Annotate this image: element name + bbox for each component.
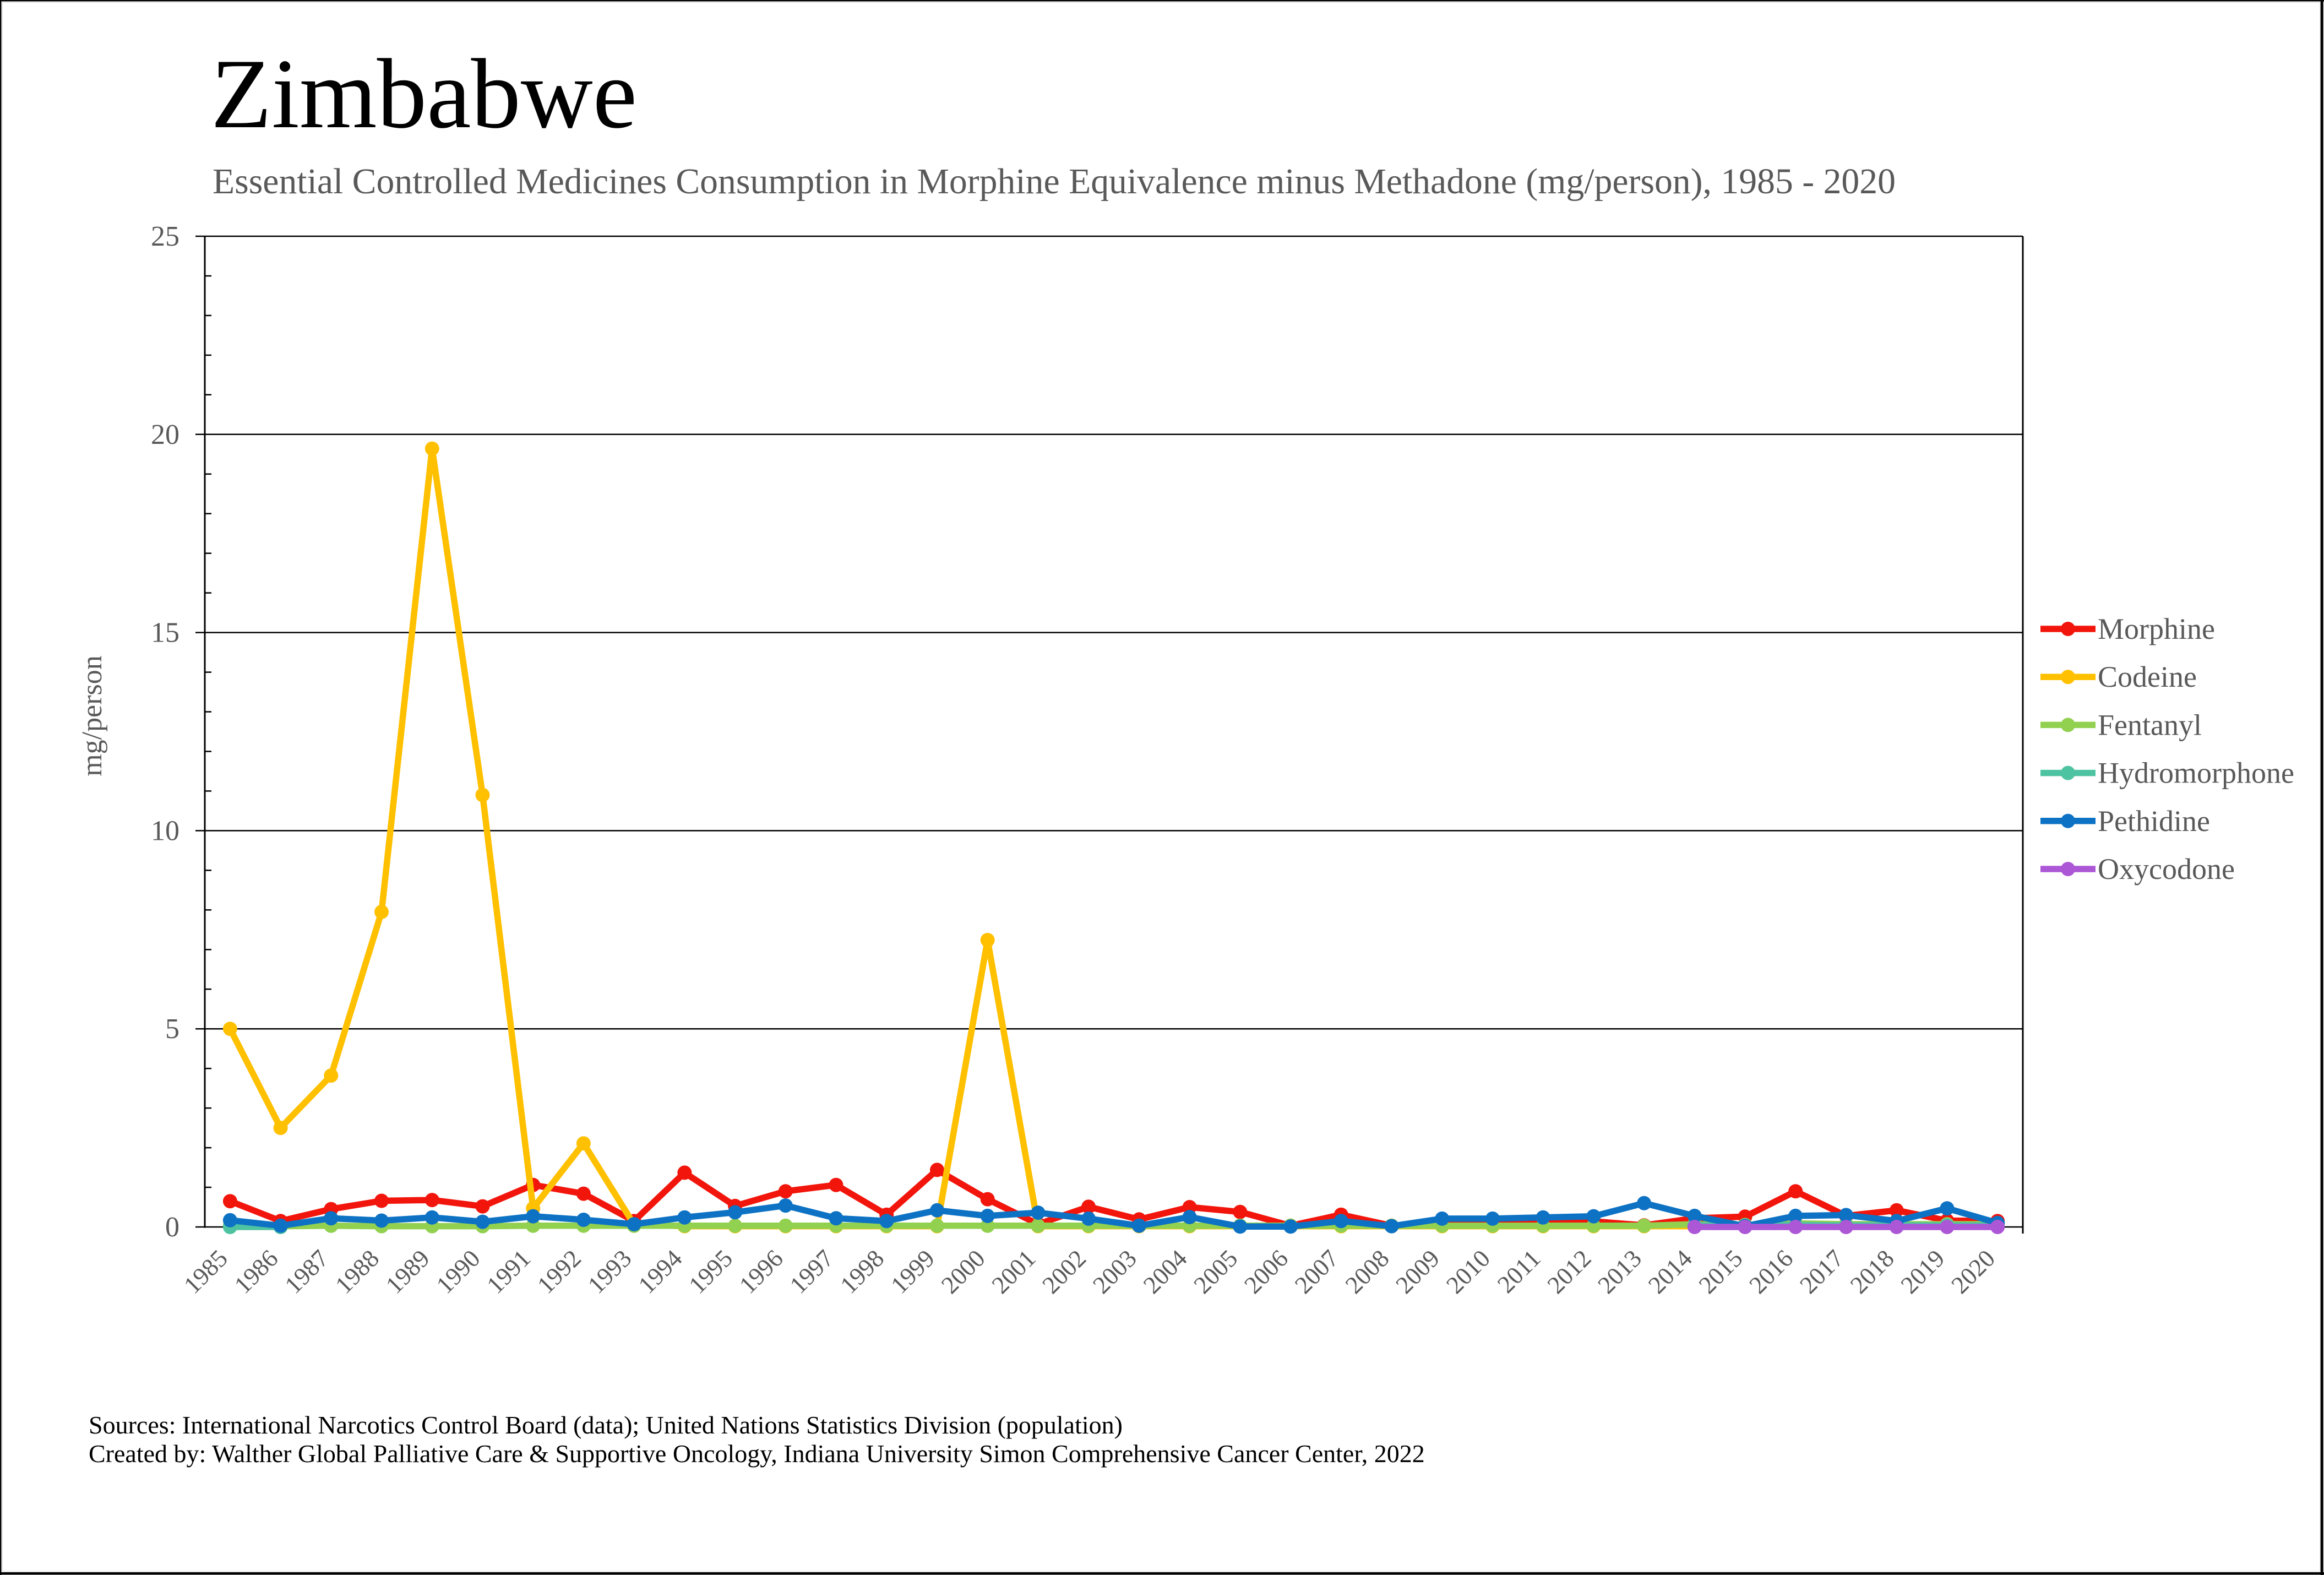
svg-text:Oxycodone: Oxycodone xyxy=(2098,852,2235,886)
svg-text:mg/person: mg/person xyxy=(77,655,108,776)
svg-text:Hydromorphone: Hydromorphone xyxy=(2098,757,2294,790)
svg-text:15: 15 xyxy=(151,617,179,649)
svg-text:0: 0 xyxy=(165,1212,179,1243)
svg-text:Morphine: Morphine xyxy=(2098,612,2215,645)
svg-text:Codeine: Codeine xyxy=(2098,660,2197,693)
svg-text:5: 5 xyxy=(165,1013,179,1045)
svg-text:10: 10 xyxy=(151,815,179,846)
svg-text:Essential Controlled Medicines: Essential Controlled Medicines Consumpti… xyxy=(213,161,1896,202)
svg-text:20: 20 xyxy=(151,419,179,450)
svg-text:Sources: International Narcoti: Sources: International Narcotics Control… xyxy=(89,1411,1123,1439)
svg-text:Pethidine: Pethidine xyxy=(2098,805,2210,838)
svg-text:25: 25 xyxy=(151,221,179,252)
svg-text:Fentanyl: Fentanyl xyxy=(2098,708,2202,741)
svg-text:Zimbabwe: Zimbabwe xyxy=(211,39,637,149)
svg-text:Created by: Walther Global Pal: Created by: Walther Global Palliative Ca… xyxy=(89,1440,1425,1468)
